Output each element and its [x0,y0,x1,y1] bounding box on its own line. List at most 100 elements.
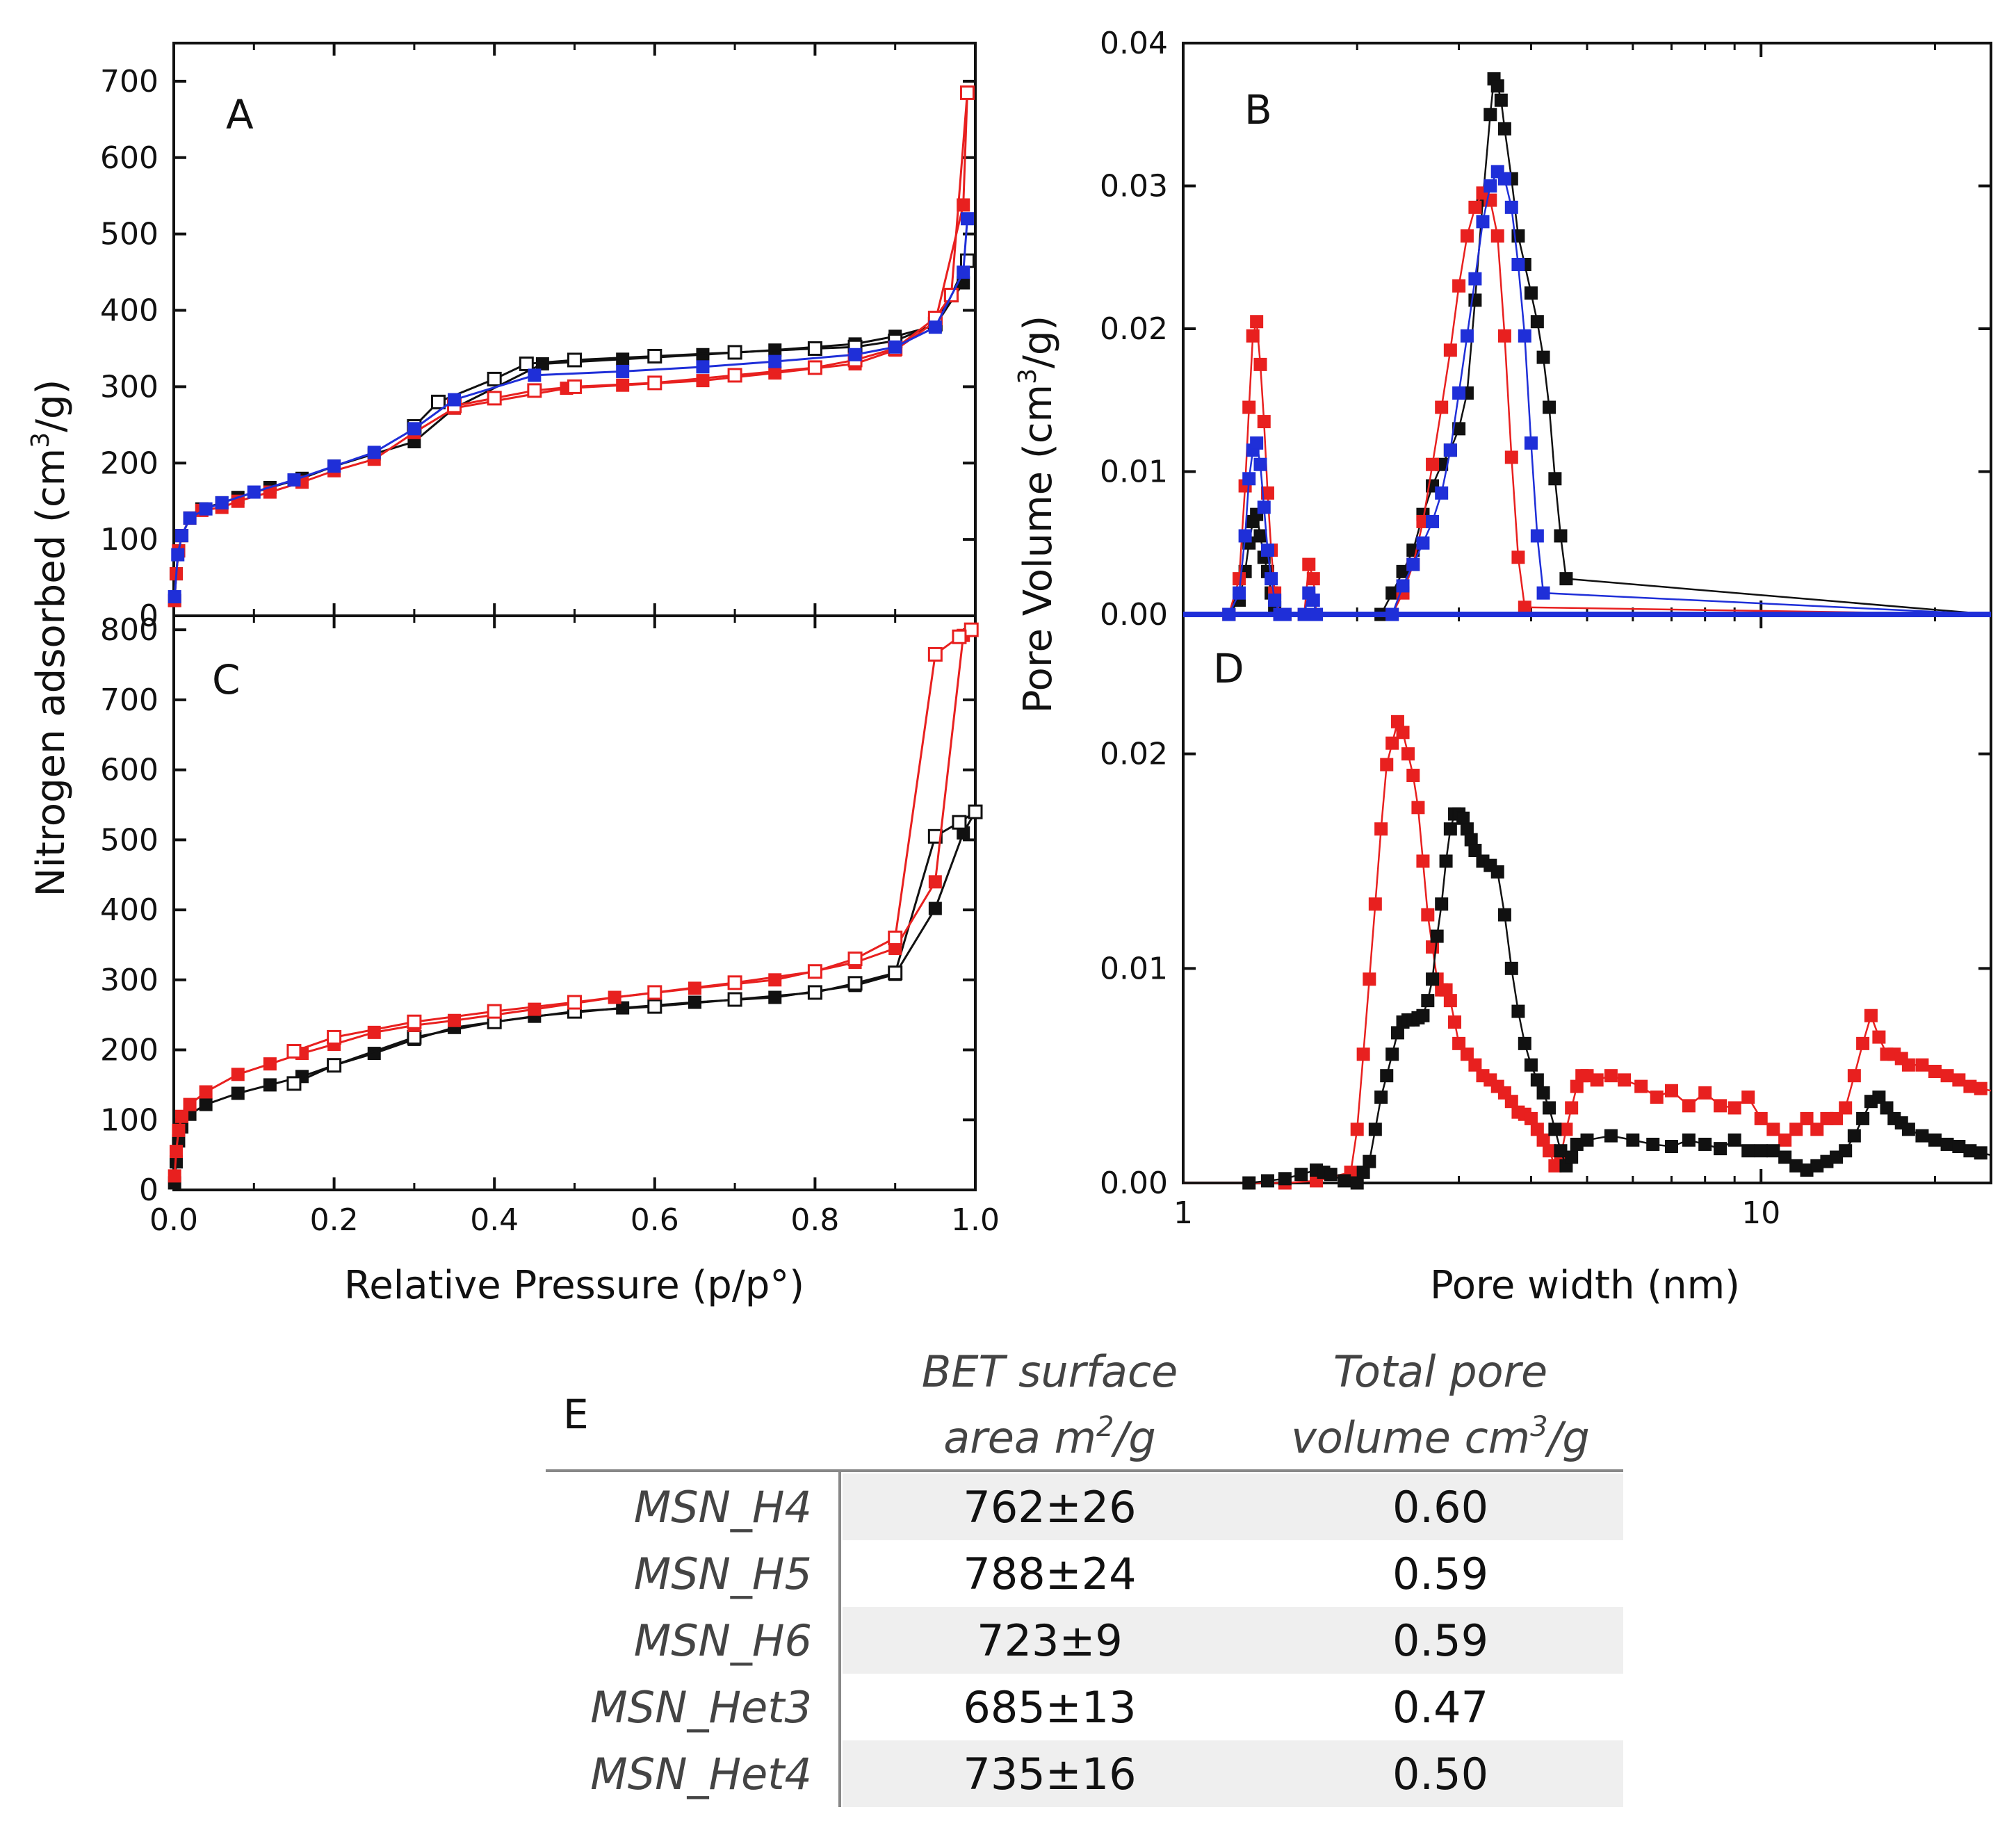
data-point [807,360,822,375]
data-point [1468,200,1482,214]
data-point [367,446,381,459]
panel-d-plot [1183,715,1992,1190]
panel-a-axes: 0 100 200 300 400 500 600 700 [100,43,977,634]
data-point [199,502,213,516]
data-point [1714,1099,1728,1113]
data-point [1401,747,1415,761]
data-point [1766,1144,1780,1158]
data-point [199,1097,213,1111]
data-point [1543,400,1556,414]
data-point [1460,1047,1474,1061]
series-line [173,260,968,601]
data-point [1548,1122,1562,1136]
data-point [1497,329,1511,343]
data-point [1443,822,1457,836]
y-tick-label: 700 [100,64,158,99]
data-point [1872,1091,1886,1104]
data-point [807,964,822,979]
left-y-axis-title: Nitrogen adsorbed (cm3/g) [26,379,74,897]
data-point [1250,436,1264,450]
data-point [847,976,863,991]
data-point [1928,1064,1942,1078]
data-point [1511,550,1525,564]
data-point [1257,500,1271,514]
data-point [1443,994,1457,1008]
data-point [172,1123,186,1137]
row-pore-value: 0.50 [1392,1749,1488,1799]
y-tick-label: 0.00 [1100,1166,1168,1201]
data-point [1524,286,1538,300]
series-line [293,628,972,1052]
data-point [727,992,742,1007]
data-point [1839,1144,1853,1158]
row-shade [843,1473,1623,1540]
data-point [1421,908,1435,922]
y-tick-label: 0.01 [1100,455,1168,490]
x-tick-label: 1 [1173,1195,1193,1231]
data-point [1242,400,1256,414]
data-point [727,345,742,360]
data-point [1741,1144,1755,1158]
data-point [888,965,903,981]
data-point [768,354,782,368]
data-point [1974,1146,1987,1160]
row-bet-value: 788±24 [963,1549,1136,1599]
data-point [696,374,710,388]
data-point [1530,1073,1544,1087]
data-point [407,1029,422,1045]
data-point [1880,1101,1894,1115]
panel-c-axes: 0 100 200 300 400 500 600 700 800 0.0 0.2 0.4 0.6 0.8… [100,612,1000,1238]
series-red-desorption [286,622,979,1059]
data-point [927,828,943,844]
series-line [173,628,973,1176]
data-point [847,952,863,967]
data-point [407,1014,422,1029]
row-pore-value: 0.60 [1392,1482,1488,1533]
series-black-adsorption [168,254,974,607]
data-point [1476,215,1490,229]
series-line [1183,719,1992,1184]
y-tick-label: 0.02 [1100,311,1168,347]
row-sample-name: MSN_Het3 [590,1682,812,1733]
data-point [1800,1111,1814,1125]
data-point [1634,1079,1648,1093]
data-point [1952,1140,1966,1154]
data-point [183,1097,197,1111]
data-point [1626,1133,1640,1147]
y-tick-label: 0.03 [1100,169,1168,204]
data-point [1497,908,1511,922]
data-point [215,496,229,509]
table-row: MSN_H4 762±26 0.60 [634,1473,1623,1540]
data-point [1580,1133,1594,1147]
data-point [1385,736,1399,750]
data-point [1278,1172,1292,1186]
data-point [487,391,502,406]
y-tick-label: 0.02 [1100,737,1168,772]
data-point [727,368,742,383]
data-point [960,212,974,226]
data-point [1504,450,1518,464]
right-y-axis-title: Pore Volume (cm3/g) [1014,316,1061,714]
table-row: MSN_H6 723±9 0.59 [634,1607,1623,1674]
data-point [1928,1133,1942,1147]
data-point [1306,572,1320,586]
data-point [1940,1069,1954,1083]
series-blue [1183,165,1992,621]
data-point [1468,272,1482,286]
data-point [1265,572,1278,586]
data-point [1524,1058,1538,1072]
data-point [231,1068,245,1081]
data-point [1548,472,1562,486]
y-tick-label: 0.04 [1100,26,1168,61]
y-tick-label: 100 [100,1102,158,1138]
data-point [1789,1122,1803,1136]
row-bet-value: 723±9 [977,1615,1123,1666]
data-point [952,815,967,830]
y-tick-label: 500 [100,217,158,252]
data-point [647,999,662,1014]
table-row: MSN_H5 788±24 0.59 [634,1549,1488,1599]
data-point [175,529,189,543]
data-point [1430,929,1444,943]
data-point [1518,329,1531,343]
data-point [1810,1122,1824,1136]
